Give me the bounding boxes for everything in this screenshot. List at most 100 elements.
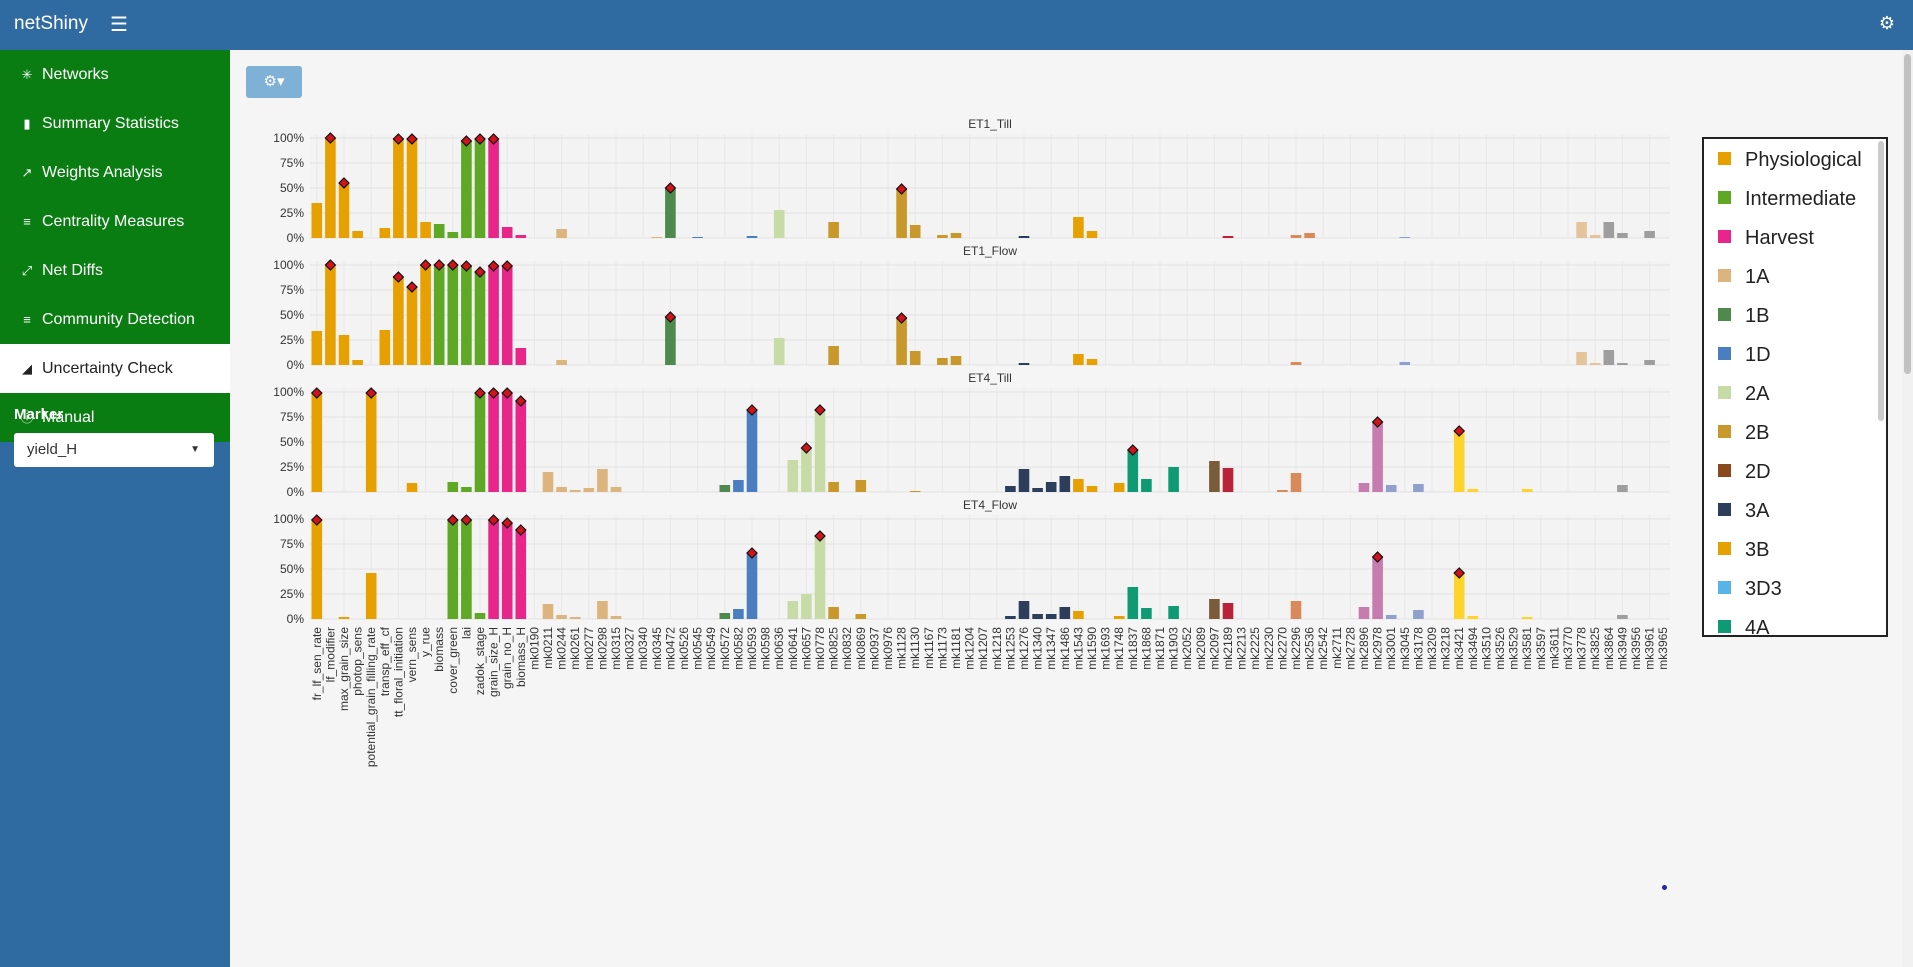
bar [1059, 476, 1071, 492]
significance-marker [365, 387, 378, 399]
bar [1467, 616, 1479, 619]
hamburger-menu-icon[interactable]: ☰ [110, 14, 128, 36]
marker-select[interactable]: yield_H ▼ [14, 433, 214, 467]
x-tick-label: mk1837 [1126, 627, 1140, 670]
bar [1358, 607, 1370, 619]
bar [420, 222, 431, 238]
bar [501, 523, 513, 619]
bar [1304, 233, 1315, 238]
significance-marker [501, 517, 514, 529]
sidebar-item-centrality-measures[interactable]: ≡ Centrality Measures [0, 197, 230, 246]
legend-scrollbar[interactable] [1878, 141, 1884, 421]
bar [692, 237, 703, 238]
y-tick-label: 0% [287, 358, 305, 372]
bar [311, 393, 323, 492]
x-tick-label: mk3965 [1656, 627, 1670, 670]
bar [1086, 486, 1098, 492]
sidebar-item-summary-statistics[interactable]: ▮ Summary Statistics [0, 99, 230, 148]
bar [501, 227, 513, 238]
sidebar-item-community-detection[interactable]: ≡ Community Detection [0, 295, 230, 344]
legend-item[interactable]: 2B [1718, 418, 1769, 448]
bar [569, 617, 581, 619]
legend-swatch [1718, 581, 1731, 595]
sidebar-item-weights-analysis[interactable]: ↗ Weights Analysis [0, 148, 230, 197]
bar [1073, 217, 1084, 238]
x-tick-label: mk1181 [949, 627, 963, 669]
sidebar-item-networks[interactable]: ✳ Networks [0, 50, 230, 99]
x-tick-label: mk0244 [555, 627, 569, 670]
x-tick-label: fr_lf_sen_rate [310, 627, 324, 701]
y-tick-label: 25% [280, 587, 304, 601]
legend-item[interactable]: 1A [1718, 262, 1769, 292]
y-tick-label: 0% [287, 231, 305, 245]
settings-dropdown-button[interactable]: ⚙▾ [246, 66, 302, 98]
legend-label: 1D [1745, 344, 1771, 366]
significance-marker [474, 387, 486, 399]
bar [746, 410, 758, 492]
sidebar-item-uncertainty-check[interactable]: ◢ Uncertainty Check [0, 344, 230, 393]
sidebar-item-net-diffs[interactable]: ⤢ Net Diffs [0, 246, 230, 295]
legend-item[interactable]: 3D3 [1718, 574, 1782, 604]
gear-icon: ⚙ [263, 73, 277, 90]
bar [1168, 606, 1179, 619]
x-tick-label: mk0869 [854, 627, 868, 670]
legend-label: 4A [1745, 617, 1770, 637]
bar [461, 487, 472, 492]
page-scrollbar[interactable] [1902, 50, 1913, 967]
bar [515, 530, 527, 619]
bar [896, 189, 907, 238]
legend-item[interactable]: 3B [1718, 535, 1769, 565]
bar [338, 617, 350, 619]
x-tick-label: mk1590 [1085, 627, 1099, 670]
bar [501, 393, 513, 492]
x-tick-label: mk0641 [786, 627, 800, 670]
legend-item[interactable]: 2D [1718, 457, 1771, 487]
legend-item[interactable]: Intermediate [1718, 184, 1856, 214]
legend-item[interactable]: 2A [1718, 379, 1769, 409]
legend-item[interactable]: 3A [1718, 496, 1769, 526]
bar [937, 358, 948, 365]
bar [1358, 483, 1370, 492]
bar [1385, 615, 1397, 619]
significance-marker [460, 135, 473, 147]
bar [1290, 362, 1302, 365]
bar [1032, 488, 1043, 492]
legend-item[interactable]: Harvest [1718, 223, 1814, 253]
bar [474, 613, 486, 619]
x-tick-label: mk0593 [745, 627, 759, 670]
bar [610, 616, 622, 619]
bar [1617, 485, 1628, 492]
legend-swatch [1718, 425, 1731, 439]
legend-item[interactable]: 1D [1718, 340, 1771, 370]
legend-label: Physiological [1745, 149, 1862, 171]
legend-swatch [1718, 152, 1731, 166]
x-tick-label: mk3825 [1588, 627, 1602, 670]
x-tick-label: mk0937 [867, 627, 881, 670]
bar [311, 331, 323, 365]
legend-label: Harvest [1745, 227, 1814, 249]
x-tick-label: mk0572 [718, 627, 732, 670]
bar [1005, 486, 1016, 492]
bar [1453, 431, 1465, 492]
bar [597, 601, 608, 619]
x-tick-label: mk1347 [1044, 627, 1058, 670]
x-tick-label: mk1543 [1071, 627, 1085, 670]
y-tick-label: 75% [280, 283, 304, 297]
legend-swatch [1718, 347, 1731, 361]
significance-marker [310, 514, 323, 526]
gear-icon[interactable]: ⚙ [1878, 13, 1895, 33]
bar [420, 265, 431, 365]
x-tick-label: mk0832 [840, 627, 854, 670]
page-scrollbar-thumb[interactable] [1904, 54, 1911, 374]
bar [311, 203, 323, 238]
x-tick-label: mk0657 [799, 627, 813, 670]
legend-item[interactable]: Physiological [1718, 145, 1862, 175]
significance-marker [406, 281, 418, 293]
bar [1018, 363, 1030, 365]
bar [447, 265, 459, 365]
legend-item[interactable]: 1B [1718, 301, 1769, 331]
bar [787, 601, 799, 619]
legend-label: 1B [1745, 305, 1770, 327]
y-tick-label: 50% [280, 562, 304, 576]
legend-item[interactable]: 4A [1718, 613, 1770, 637]
